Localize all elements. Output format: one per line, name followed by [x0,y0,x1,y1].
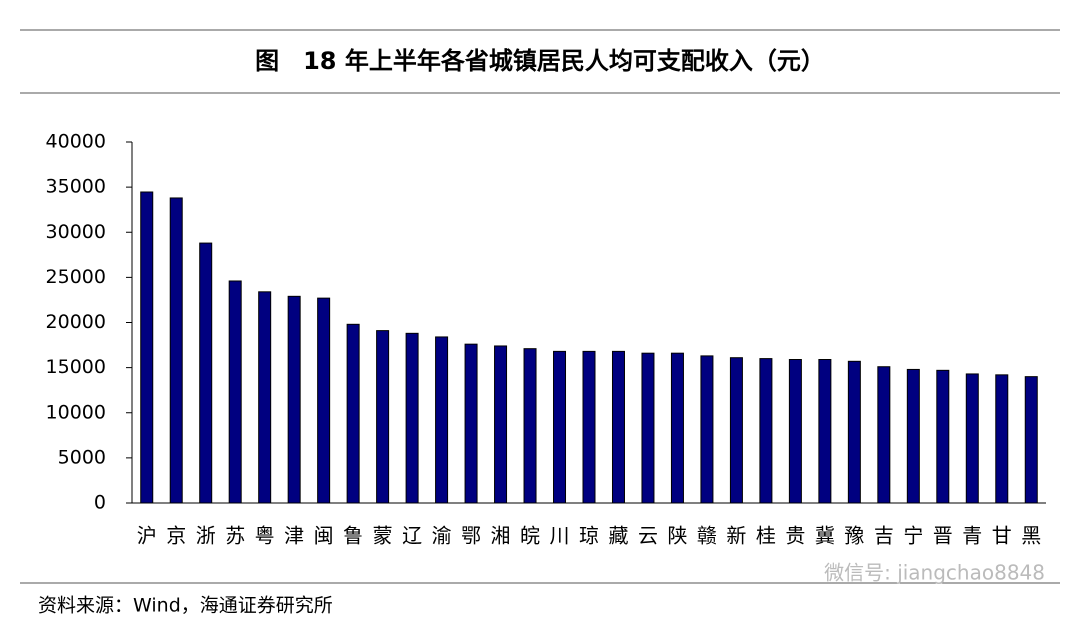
bar [759,358,773,504]
y-tick-label: 35000 [46,176,106,198]
bar [258,291,272,504]
x-tick-label: 晋 [933,524,953,548]
x-tick-label: 甘 [992,524,1012,548]
x-tick-label: 鄂 [461,524,481,548]
x-tick-label: 津 [284,524,304,548]
x-tick-label: 桂 [756,524,776,548]
bar [376,330,390,504]
bar [818,359,832,504]
bar [553,350,567,504]
x-tick-label: 琼 [579,524,599,548]
y-tick-label: 5000 [58,446,106,468]
y-tick-label: 40000 [46,131,106,153]
x-tick-label: 蒙 [373,524,393,548]
bar [877,366,891,504]
x-tick-label: 云 [638,524,658,548]
bar [670,352,684,504]
x-tick-label: 赣 [697,524,717,548]
x-tick-label: 渝 [432,524,452,548]
x-tick-label: 黑 [1021,524,1041,548]
x-tick-label: 豫 [844,524,864,548]
bar [847,360,861,504]
bar [287,295,301,504]
x-tick-label: 新 [726,524,746,548]
bar [435,336,449,504]
bar [641,352,655,504]
bar [582,350,596,504]
bar [611,350,625,504]
bar [995,374,1009,504]
bar [169,197,183,504]
bar [700,355,714,504]
bar [317,297,331,504]
bar [965,373,979,504]
x-tick-label: 浙 [196,524,216,548]
chart-title: 图 18 年上半年各省城镇居民人均可支配收入（元） [255,47,825,75]
bar [729,357,743,504]
y-tick-label: 20000 [46,311,106,333]
x-tick-label: 陕 [667,524,687,548]
y-tick-label: 25000 [46,266,106,288]
bar [494,345,508,504]
x-tick-label: 宁 [903,524,923,548]
x-tick-label: 冀 [815,524,835,548]
y-tick-label: 0 [94,492,106,514]
x-tick-label: 辽 [402,524,422,548]
bar [405,332,419,504]
x-tick-label: 贵 [785,524,805,548]
x-tick-label: 粤 [255,524,275,548]
watermark: 微信号: jiangchao8848 [824,561,1045,585]
bar [346,323,360,504]
bar [1024,376,1038,504]
bar [936,369,950,504]
bar [228,280,242,504]
y-tick-label: 10000 [46,401,106,423]
bar [140,191,154,504]
bar [464,343,478,504]
x-tick-label: 苏 [225,524,245,548]
x-tick-label: 吉 [874,524,894,548]
bar [199,242,213,504]
bar [523,348,537,504]
x-tick-label: 川 [550,524,570,548]
x-tick-label: 青 [962,524,982,548]
x-tick-label: 皖 [520,524,540,548]
x-tick-label: 湘 [491,524,511,548]
x-tick-label: 鲁 [343,524,363,548]
y-tick-label: 30000 [46,221,106,243]
bar [788,359,802,504]
bar [906,368,920,504]
x-tick-label: 藏 [608,524,628,548]
x-tick-label: 闽 [314,524,334,548]
x-tick-label: 京 [166,524,186,548]
x-tick-label: 沪 [137,524,157,548]
source: 资料来源：Wind，海通证券研究所 [38,595,333,617]
y-tick-label: 15000 [46,356,106,378]
